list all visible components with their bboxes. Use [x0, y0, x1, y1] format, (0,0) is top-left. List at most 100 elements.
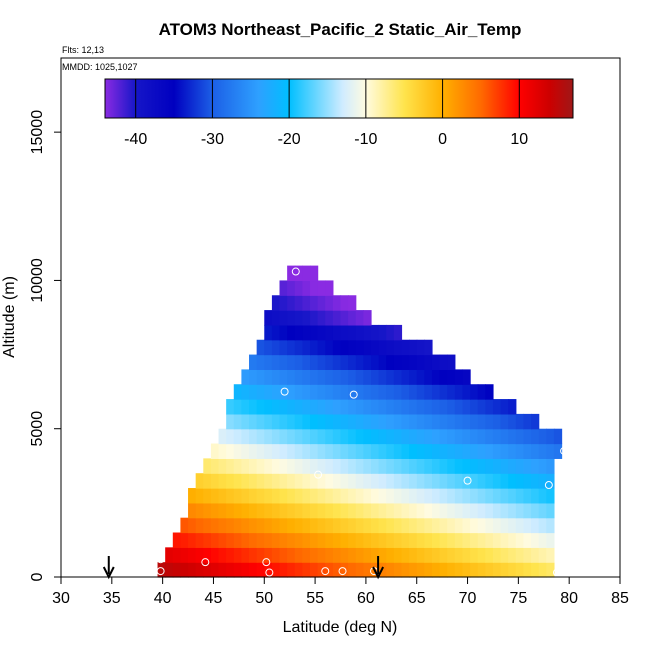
heatmap-cell: [409, 354, 418, 370]
heatmap-cell: [401, 384, 410, 400]
heatmap-cell: [424, 384, 433, 400]
heatmap-cell: [508, 517, 517, 534]
heatmap-cell: [340, 428, 349, 445]
heatmap-cell: [546, 428, 555, 445]
heatmap-cell: [378, 502, 387, 519]
heatmap-cell: [203, 473, 212, 489]
heatmap-cell: [310, 428, 319, 445]
heatmap-cell: [431, 428, 441, 445]
heatmap-cell: [378, 443, 387, 459]
heatmap-cell: [363, 502, 372, 519]
heatmap-cell: [256, 443, 265, 459]
heatmap-cell: [447, 532, 456, 548]
x-tick-label: 45: [205, 590, 223, 607]
heatmap-cell: [325, 399, 334, 415]
heatmap-cell: [393, 458, 403, 474]
heatmap-cell: [431, 502, 441, 519]
heatmap-cell: [378, 458, 387, 474]
heatmap-cell: [538, 458, 547, 474]
heatmap-cell: [188, 502, 197, 519]
heatmap-cell: [233, 502, 242, 519]
heatmap-cell: [302, 384, 311, 400]
heatmap-cell: [416, 547, 425, 563]
heatmap-cell: [546, 517, 555, 534]
heatmap-cell: [500, 517, 509, 534]
heatmap-cell: [256, 428, 265, 445]
heatmap-cell: [348, 532, 357, 548]
heatmap-cell: [325, 310, 334, 326]
flights-note: Flts: 12,13: [62, 45, 104, 55]
heatmap-cell: [378, 413, 387, 430]
heatmap-cell: [355, 384, 364, 400]
heatmap-cell: [287, 532, 296, 548]
heatmap-cell: [294, 354, 303, 370]
heatmap-cell: [226, 488, 235, 504]
heatmap-cell: [508, 488, 517, 504]
heatmap-cell: [470, 384, 479, 400]
heatmap-cell: [515, 562, 525, 578]
heatmap-cell: [393, 473, 403, 489]
heatmap-cell: [523, 458, 532, 474]
heatmap-cell: [294, 413, 303, 430]
heatmap-cell: [378, 369, 387, 385]
heatmap-cell: [454, 488, 464, 504]
heatmap-cell: [256, 517, 265, 534]
heatmap-cell: [332, 488, 342, 504]
heatmap-cell: [401, 413, 410, 430]
heatmap-cell: [180, 562, 189, 578]
heatmap-cell: [287, 517, 296, 534]
heatmap-cell: [355, 339, 364, 356]
heatmap-cell: [264, 384, 273, 400]
heatmap-cell: [401, 547, 410, 563]
heatmap-cell: [302, 399, 311, 415]
heatmap-cell: [218, 443, 227, 459]
heatmap-cell: [226, 458, 235, 474]
heatmap-cell: [355, 324, 364, 341]
heatmap-cell: [386, 562, 395, 578]
heatmap-cell: [241, 369, 250, 385]
heatmap-cell: [363, 488, 372, 504]
heatmap-cell: [439, 399, 448, 415]
heatmap-cell: [523, 413, 532, 430]
heatmap-cell: [332, 369, 342, 385]
heatmap-cell: [340, 384, 349, 400]
heatmap-cell: [287, 488, 296, 504]
heatmap-cell: [416, 443, 425, 459]
heatmap-cell: [439, 488, 448, 504]
heatmap-cell: [317, 443, 326, 459]
heatmap-cell: [470, 547, 479, 563]
heatmap-cell: [325, 502, 334, 519]
heatmap-cell: [325, 354, 334, 370]
heatmap-cell: [287, 413, 296, 430]
heatmap-cell: [325, 458, 334, 474]
heatmap-cell: [462, 413, 471, 430]
heatmap-cell: [195, 517, 204, 534]
heatmap-cell: [538, 428, 547, 445]
heatmap-cell: [355, 369, 364, 385]
heatmap-cell: [317, 532, 326, 548]
heatmap-cell: [386, 502, 395, 519]
heatmap-cell: [363, 428, 372, 445]
heatmap-cell: [454, 473, 464, 489]
heatmap-cell: [241, 428, 250, 445]
heatmap-cell: [279, 502, 288, 519]
heatmap-cell: [447, 384, 456, 400]
heatmap-cell: [188, 547, 197, 563]
heatmap-cell: [210, 517, 220, 534]
heatmap-cell: [393, 384, 403, 400]
heatmap-cell: [393, 517, 403, 534]
heatmap-cell: [340, 488, 349, 504]
heatmap-cell: [195, 547, 204, 563]
heatmap-cell: [416, 517, 425, 534]
heatmap-cell: [226, 532, 235, 548]
heatmap-cell: [355, 458, 364, 474]
heatmap-cell: [302, 517, 311, 534]
heatmap-cell: [340, 562, 349, 578]
heatmap-cell: [409, 547, 418, 563]
heatmap-cell: [378, 399, 387, 415]
heatmap-cell: [210, 443, 220, 459]
heatmap-cell: [424, 562, 433, 578]
heatmap-cell: [523, 488, 532, 504]
heatmap-cell: [302, 295, 311, 311]
